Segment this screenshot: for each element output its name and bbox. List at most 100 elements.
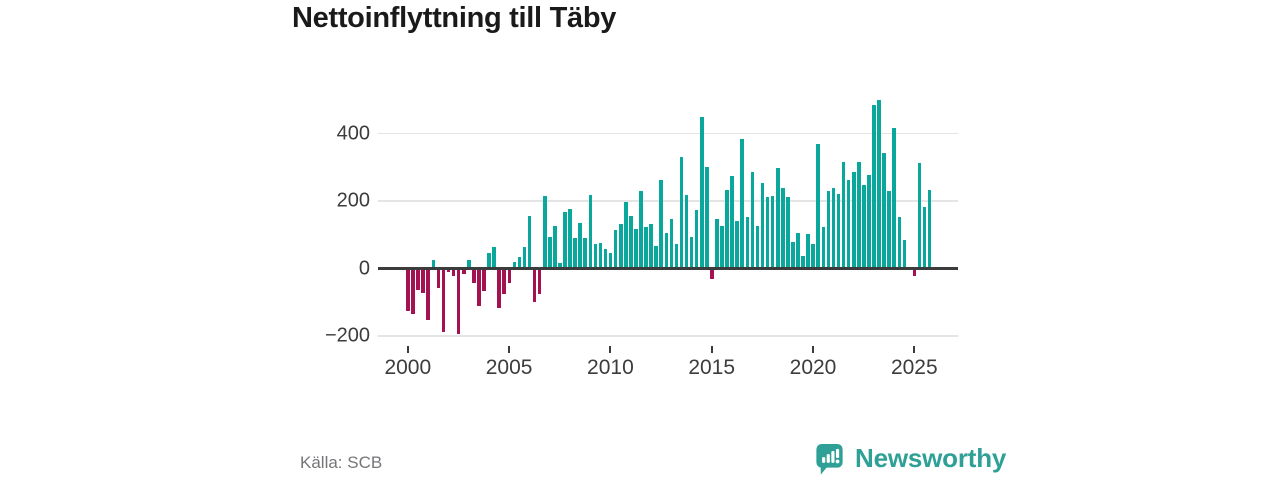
y-tick-label: 200 xyxy=(336,189,370,212)
bar xyxy=(664,233,669,269)
bar xyxy=(831,187,836,269)
gridline xyxy=(378,132,958,135)
bar xyxy=(603,248,608,269)
bar xyxy=(705,167,709,269)
brand-wordmark: Newsworthy xyxy=(855,442,1007,473)
x-tick xyxy=(609,346,612,353)
bar xyxy=(649,223,653,269)
bar xyxy=(750,172,755,269)
bar xyxy=(801,256,805,269)
bar xyxy=(882,153,886,269)
bar xyxy=(887,190,891,269)
bar xyxy=(563,212,567,269)
bar xyxy=(522,247,527,269)
bar xyxy=(593,243,598,269)
bar xyxy=(791,241,795,269)
bar xyxy=(583,238,588,269)
bar xyxy=(735,220,740,269)
bar xyxy=(684,194,689,269)
bar xyxy=(639,190,643,269)
bar xyxy=(629,215,633,269)
bar xyxy=(912,268,917,276)
x-tick xyxy=(913,346,916,353)
bar xyxy=(806,234,810,269)
bar xyxy=(477,268,481,307)
bar xyxy=(618,223,623,269)
bar xyxy=(770,195,775,269)
x-tick xyxy=(710,346,713,353)
bar xyxy=(578,223,582,269)
zero-axis-line xyxy=(378,267,958,270)
bar xyxy=(588,194,593,269)
bar xyxy=(710,268,714,279)
bar xyxy=(674,243,679,269)
brand-logo: Newsworthy xyxy=(812,440,1006,476)
bar xyxy=(765,196,770,269)
bar xyxy=(902,239,907,269)
x-tick-label: 2020 xyxy=(789,356,837,379)
bar xyxy=(406,268,410,312)
bar xyxy=(492,246,496,269)
bar xyxy=(527,215,532,269)
bar xyxy=(679,157,684,269)
bar xyxy=(436,268,441,289)
y-tick-label: 0 xyxy=(358,257,370,279)
bar xyxy=(558,263,562,269)
bar xyxy=(816,144,821,269)
bar xyxy=(826,190,831,269)
bar xyxy=(416,268,420,291)
bar xyxy=(634,228,638,269)
newsworthy-bar-chart-bubble-icon xyxy=(816,444,843,475)
bar xyxy=(441,268,446,332)
bar xyxy=(537,268,542,294)
bar xyxy=(781,187,785,269)
bar xyxy=(613,230,618,269)
bar xyxy=(892,127,897,269)
bar xyxy=(821,226,826,269)
bar xyxy=(897,216,902,269)
bar xyxy=(856,162,861,269)
bar xyxy=(786,196,790,269)
bar xyxy=(846,179,851,269)
bar xyxy=(841,161,846,269)
bar xyxy=(548,237,552,269)
bar xyxy=(421,268,425,294)
bar xyxy=(755,226,760,269)
bar xyxy=(507,268,512,284)
bar xyxy=(482,268,486,292)
bar xyxy=(811,243,815,269)
bar xyxy=(456,268,461,334)
bar xyxy=(466,260,471,269)
bar xyxy=(720,225,724,269)
bar xyxy=(796,233,800,269)
x-tick-label: 2025 xyxy=(890,356,938,379)
bar xyxy=(760,183,765,269)
bar xyxy=(608,252,613,269)
bar xyxy=(502,268,507,295)
bar xyxy=(715,218,719,269)
bar xyxy=(497,268,501,308)
x-tick-label: 2005 xyxy=(485,356,533,379)
bar xyxy=(487,252,491,269)
bar xyxy=(472,268,476,284)
bar xyxy=(927,189,932,269)
bar xyxy=(740,138,745,269)
bar xyxy=(598,242,603,269)
bar xyxy=(775,167,780,269)
bar xyxy=(461,268,466,274)
bar xyxy=(411,268,415,315)
bar xyxy=(745,217,750,269)
y-tick-label: 400 xyxy=(336,122,370,144)
gridline xyxy=(378,335,958,337)
x-tick xyxy=(406,346,409,353)
bar xyxy=(644,227,648,269)
bar xyxy=(568,209,572,269)
bar xyxy=(922,207,927,269)
source-caption: Källa: SCB xyxy=(300,453,383,472)
bar xyxy=(877,100,881,269)
bar xyxy=(872,105,876,269)
x-tick-label: 2010 xyxy=(587,356,634,379)
bar xyxy=(725,189,729,269)
